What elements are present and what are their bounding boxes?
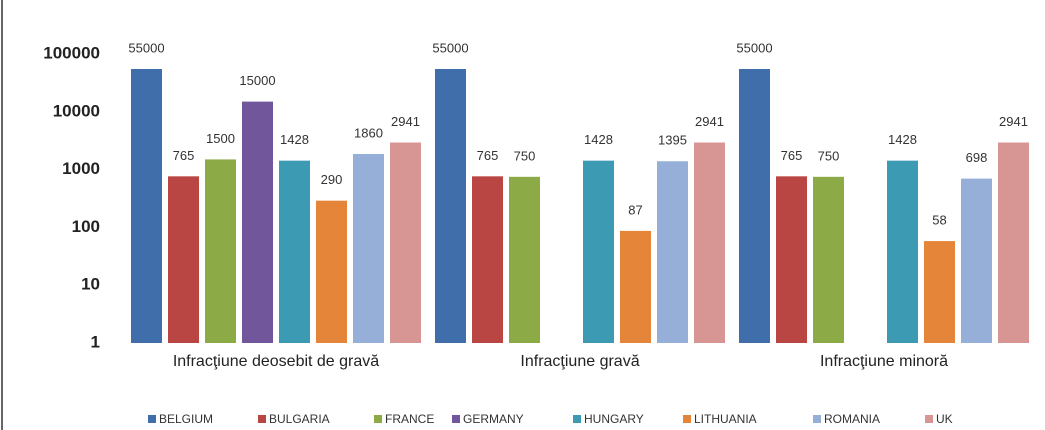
bar [583, 160, 614, 343]
legend-swatch [925, 415, 933, 423]
data-label: 87 [628, 202, 642, 217]
y-tick-label: 100000 [43, 43, 100, 62]
legend-label: HUNGARY [584, 412, 644, 426]
data-label: 2941 [999, 114, 1028, 129]
bar [131, 69, 162, 344]
bar [694, 142, 725, 343]
data-label: 750 [818, 148, 840, 163]
bar [657, 161, 688, 343]
data-label: 55000 [736, 40, 772, 55]
data-label: 1395 [658, 133, 687, 148]
data-label: 1860 [354, 125, 383, 140]
data-label: 58 [932, 213, 946, 228]
data-label: 55000 [432, 40, 468, 55]
y-tick-label: 10 [81, 275, 100, 294]
data-label: 750 [514, 148, 536, 163]
data-label: 15000 [239, 73, 275, 88]
bar [776, 176, 807, 343]
bar [472, 176, 503, 343]
bar [887, 160, 918, 343]
bar [620, 230, 651, 343]
bar [390, 142, 421, 343]
bar [242, 101, 273, 344]
legend-label: UK [936, 412, 953, 426]
bar [435, 69, 466, 344]
bar [205, 159, 236, 343]
bar [316, 200, 347, 343]
x-tick-label: Infracţiune gravă [520, 353, 639, 370]
data-label: 765 [173, 148, 195, 163]
bar [961, 178, 992, 343]
legend-label: FRANCE [385, 412, 434, 426]
data-label: 1500 [206, 131, 235, 146]
legend-label: GERMANY [463, 412, 524, 426]
x-tick-label: Infracţiune deosebit de gravă [173, 353, 379, 370]
data-label: 698 [966, 150, 988, 165]
data-label: 1428 [888, 132, 917, 147]
bar [998, 142, 1029, 343]
legend-label: ROMANIA [824, 412, 880, 426]
legend-swatch [683, 415, 691, 423]
legend-label: BULGARIA [269, 412, 330, 426]
data-label: 765 [477, 148, 499, 163]
data-label: 1428 [584, 132, 613, 147]
bar [509, 176, 540, 343]
data-label: 2941 [695, 114, 724, 129]
legend-swatch [813, 415, 821, 423]
data-label: 290 [321, 172, 343, 187]
bar [353, 154, 384, 343]
bar [739, 69, 770, 344]
legend-swatch [452, 415, 460, 423]
legend-label: BELGIUM [159, 412, 213, 426]
data-label: 1428 [280, 132, 309, 147]
data-label: 2941 [391, 114, 420, 129]
bar [279, 160, 310, 343]
data-label: 765 [781, 148, 803, 163]
legend-swatch [374, 415, 382, 423]
y-tick-label: 1000 [62, 159, 100, 178]
bar [168, 176, 199, 343]
legend-label: LITHUANIA [694, 412, 757, 426]
bar [813, 176, 844, 343]
y-tick-label: 1 [91, 332, 100, 351]
legend-swatch [573, 415, 581, 423]
legend-swatch [148, 415, 156, 423]
y-tick-label: 100 [72, 217, 100, 236]
legend-swatch [258, 415, 266, 423]
y-tick-label: 10000 [53, 101, 100, 120]
bar [924, 241, 955, 343]
data-label: 55000 [128, 40, 164, 55]
x-tick-label: Infracţiune minoră [820, 353, 948, 370]
